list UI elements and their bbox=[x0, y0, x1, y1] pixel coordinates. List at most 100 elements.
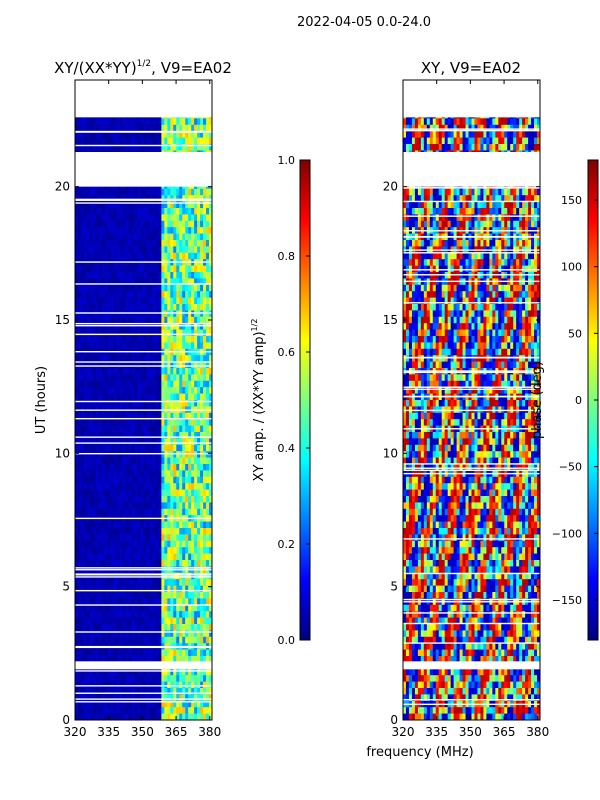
heatmap-cell bbox=[206, 387, 210, 394]
heatmap-cell bbox=[203, 387, 207, 394]
heatmap-cell bbox=[83, 483, 88, 490]
heatmap-cell bbox=[170, 233, 174, 241]
heatmap-cell bbox=[104, 240, 109, 247]
heatmap-cell bbox=[83, 668, 88, 676]
heatmap-cell bbox=[137, 220, 141, 228]
heatmap-cell bbox=[107, 483, 112, 490]
heatmap-cell bbox=[104, 444, 109, 452]
heatmap-cell bbox=[128, 284, 132, 292]
heatmap-cell bbox=[119, 124, 124, 132]
heatmap-cell bbox=[176, 489, 180, 497]
heatmap-cell bbox=[83, 508, 88, 516]
heatmap-cell bbox=[149, 393, 153, 401]
heatmap-cell bbox=[206, 188, 210, 196]
heatmap-cell bbox=[206, 668, 210, 676]
heatmap-cell bbox=[128, 124, 132, 132]
heatmap-cell bbox=[101, 483, 106, 490]
heatmap-cell bbox=[176, 425, 180, 433]
heatmap-cell bbox=[197, 265, 201, 273]
heatmap-cell bbox=[182, 220, 186, 228]
heatmap-cell bbox=[122, 297, 127, 305]
heatmap-cell bbox=[182, 688, 186, 695]
heatmap-cell bbox=[107, 201, 112, 209]
heatmap-cell bbox=[77, 476, 82, 484]
heatmap-cell bbox=[164, 419, 168, 426]
heatmap-cell bbox=[143, 700, 147, 708]
heatmap-cell bbox=[170, 246, 174, 254]
heatmap-cell bbox=[104, 284, 109, 292]
heatmap-cell bbox=[95, 374, 100, 382]
heatmap-cell bbox=[89, 444, 94, 452]
heatmap-cell bbox=[122, 265, 127, 273]
heatmap-cell bbox=[161, 585, 165, 593]
heatmap-cell bbox=[194, 528, 198, 535]
heatmap-cell bbox=[143, 528, 147, 535]
heatmap-cell bbox=[209, 118, 212, 126]
heatmap-cell bbox=[104, 188, 109, 196]
heatmap-cell bbox=[176, 604, 180, 612]
heatmap-cell bbox=[158, 630, 162, 638]
heatmap-cell bbox=[182, 342, 186, 350]
heatmap-cell bbox=[197, 540, 201, 548]
heatmap-cell bbox=[92, 246, 97, 254]
heatmap-cell bbox=[128, 534, 132, 542]
heatmap-cell bbox=[155, 201, 159, 209]
heatmap-cell bbox=[164, 323, 168, 330]
heatmap-cell bbox=[137, 572, 141, 580]
heatmap-cell bbox=[95, 483, 100, 490]
heatmap-cell bbox=[131, 227, 135, 234]
heatmap-cell bbox=[86, 380, 91, 388]
heatmap-cell bbox=[107, 649, 112, 657]
heatmap-cell bbox=[161, 521, 165, 529]
heatmap-cell bbox=[164, 611, 168, 618]
heatmap-cell bbox=[143, 419, 147, 426]
heatmap-cell bbox=[191, 444, 195, 452]
heatmap-cell bbox=[75, 124, 79, 132]
heatmap-cell bbox=[116, 368, 121, 375]
heatmap-cell bbox=[200, 508, 204, 516]
heatmap-cell bbox=[89, 630, 94, 638]
heatmap-cell bbox=[194, 252, 198, 260]
heatmap-cell bbox=[80, 304, 85, 311]
heatmap-cell bbox=[179, 118, 183, 126]
heatmap-cell bbox=[191, 604, 195, 612]
heatmap-cell bbox=[86, 451, 91, 458]
heatmap-cell bbox=[176, 636, 180, 644]
heatmap-cell bbox=[155, 534, 159, 542]
heatmap-cell bbox=[176, 368, 180, 375]
heatmap-cell bbox=[107, 572, 112, 580]
heatmap-cell bbox=[113, 707, 118, 714]
heatmap-cell bbox=[116, 380, 121, 388]
heatmap-cell bbox=[209, 304, 212, 311]
heatmap-cell bbox=[146, 694, 150, 702]
heatmap-cell bbox=[137, 553, 141, 561]
heatmap-cell bbox=[185, 681, 189, 689]
heatmap-cell bbox=[77, 592, 82, 599]
heatmap-cell bbox=[143, 227, 147, 234]
heatmap-cell bbox=[185, 624, 189, 631]
heatmap-cell bbox=[83, 412, 88, 420]
heatmap-cell bbox=[200, 265, 204, 273]
heatmap-cell bbox=[152, 201, 156, 209]
heatmap-cell bbox=[116, 624, 121, 631]
heatmap-cell bbox=[86, 368, 91, 375]
heatmap-cell bbox=[158, 284, 162, 292]
heatmap-cell bbox=[86, 649, 91, 657]
heatmap-cell bbox=[173, 592, 177, 599]
heatmap-cell bbox=[173, 323, 177, 330]
heatmap-cell bbox=[155, 572, 159, 580]
heatmap-cell bbox=[143, 188, 147, 196]
heatmap-cell bbox=[155, 457, 159, 465]
heatmap-cell bbox=[182, 233, 186, 241]
heatmap-cell bbox=[125, 681, 130, 689]
heatmap-cell bbox=[101, 144, 106, 151]
heatmap-cell bbox=[173, 444, 177, 452]
heatmap-cell bbox=[137, 592, 141, 599]
heatmap-cell bbox=[203, 444, 207, 452]
heatmap-cell bbox=[152, 227, 156, 234]
heatmap-cell bbox=[125, 310, 130, 318]
heatmap-cell bbox=[170, 374, 174, 382]
heatmap-cell bbox=[128, 489, 132, 497]
heatmap-cell bbox=[101, 451, 106, 458]
heatmap-cell bbox=[170, 342, 174, 350]
